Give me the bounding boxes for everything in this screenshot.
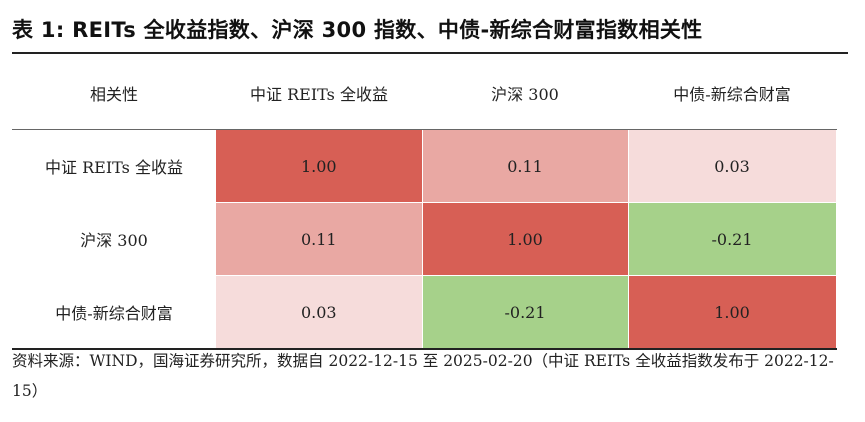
- correlation-cell: 1.00: [422, 202, 629, 276]
- correlation-table: 相关性 中证 REITs 全收益 沪深 300 中债-新综合财富 中证 REIT…: [12, 57, 837, 350]
- column-header-hs300: 沪深 300: [422, 57, 628, 130]
- table-title: 表 1: REITs 全收益指数、沪深 300 指数、中债-新综合财富指数相关性: [12, 18, 703, 42]
- column-header-bond: 中债-新综合财富: [628, 57, 836, 130]
- correlation-cell: 0.03: [216, 275, 423, 350]
- column-header-reits: 中证 REITs 全收益: [216, 57, 422, 130]
- source-note: 资料来源：WIND，国海证券研究所，数据自 2022-12-15 至 2025-…: [12, 352, 834, 400]
- row-header-reits: 中证 REITs 全收益: [12, 129, 216, 203]
- correlation-cell: -0.21: [422, 275, 629, 350]
- row-header-bond: 中债-新综合财富: [12, 275, 216, 350]
- row-header-hs300: 沪深 300: [12, 202, 216, 276]
- correlation-cell: 1.00: [216, 129, 423, 203]
- table-row: 中债-新综合财富 0.03 -0.21 1.00: [12, 275, 837, 350]
- table-row: 中证 REITs 全收益 1.00 0.11 0.03: [12, 129, 837, 203]
- table-row: 沪深 300 0.11 1.00 -0.21: [12, 202, 837, 276]
- correlation-cell: -0.21: [628, 202, 837, 276]
- correlation-cell: 0.11: [216, 202, 423, 276]
- correlation-cell: 1.00: [628, 275, 837, 350]
- correlation-cell: 0.11: [422, 129, 629, 203]
- corner-header: 相关性: [12, 57, 216, 130]
- title-divider: [12, 52, 848, 54]
- correlation-cell: 0.03: [628, 129, 837, 203]
- table-header-row: 相关性 中证 REITs 全收益 沪深 300 中债-新综合财富: [12, 57, 836, 130]
